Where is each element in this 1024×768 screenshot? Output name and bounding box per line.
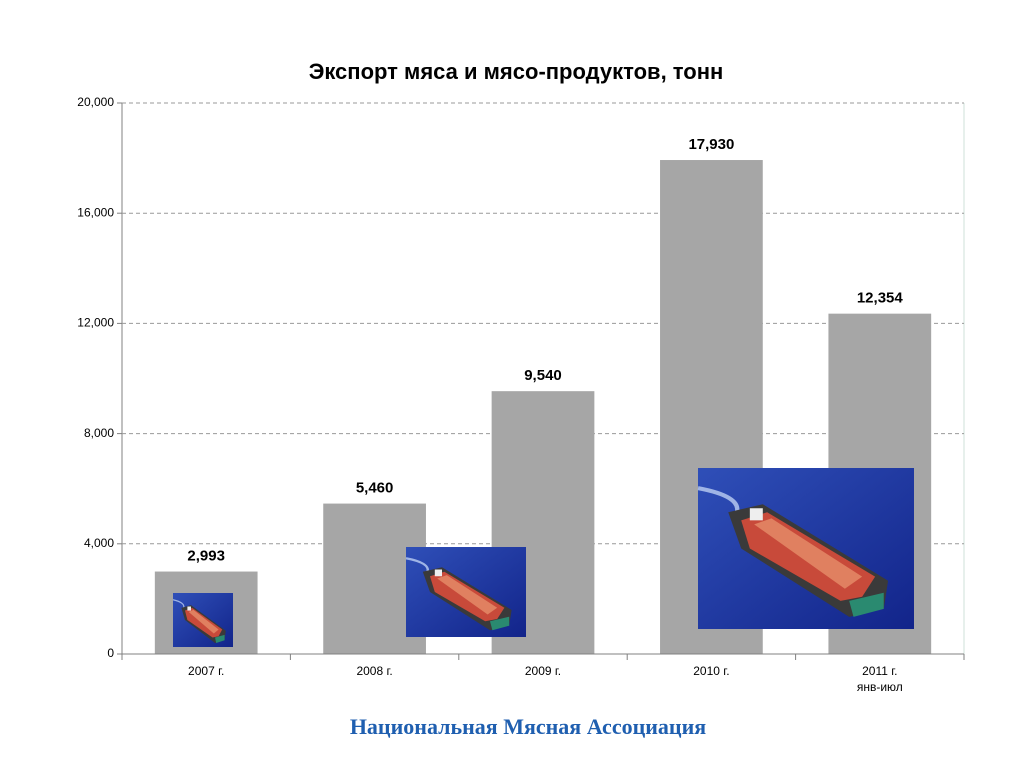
y-tick-label: 0 <box>107 646 114 660</box>
value-label: 12,354 <box>857 290 904 307</box>
x-tick-label: 2009 г. <box>525 664 561 678</box>
x-tick-label: 2007 г. <box>188 664 224 678</box>
ship-photo <box>404 545 528 639</box>
y-tick-label: 4,000 <box>84 536 114 550</box>
value-label: 17,930 <box>688 136 734 153</box>
y-tick-label: 16,000 <box>77 205 114 219</box>
y-tick-label: 12,000 <box>77 316 114 330</box>
value-label: 2,993 <box>187 548 225 565</box>
x-tick-label: 2008 г. <box>356 664 392 678</box>
source-caption: Национальная Мясная Ассоциация <box>350 714 706 739</box>
y-tick-label: 20,000 <box>77 95 114 109</box>
x-tick-label: 2011 г. янв-июл <box>857 664 903 694</box>
chart-title: Экспорт мяса и мясо-продуктов, тонн <box>309 59 724 84</box>
value-label: 5,460 <box>356 480 394 497</box>
x-tick-label: 2010 г. <box>693 664 729 678</box>
y-tick-label: 8,000 <box>84 426 114 440</box>
ship-photo <box>172 592 234 648</box>
value-label: 9,540 <box>524 367 562 384</box>
ship-photo <box>698 468 914 629</box>
